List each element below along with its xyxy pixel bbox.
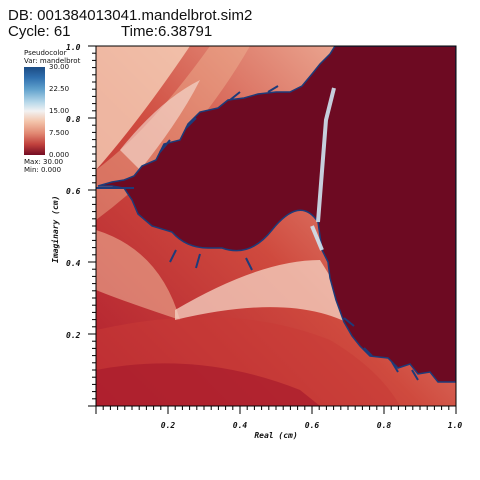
y-tick-label: 1.0: [66, 43, 81, 52]
legend-max-label: Max: 30.00: [24, 158, 64, 166]
legend-colorbar: [24, 67, 45, 155]
legend-tick-label: 7.500: [49, 129, 70, 137]
y-tick-label: 0.4: [66, 259, 81, 268]
x-axis-ticks: [95, 406, 457, 414]
cycle-time-line: Cycle: 61 Time:6.38791: [8, 23, 212, 40]
legend-tick-label: 0.000: [49, 151, 70, 159]
mandelbrot-set-region: [97, 46, 456, 383]
y-axis-ticks: [88, 45, 96, 407]
time-label: Time:6.38791: [121, 23, 213, 40]
y-tick-label: 0.6: [66, 187, 81, 196]
legend-min-label: Min: 0.000: [24, 166, 62, 174]
y-tick-label: 0.8: [66, 115, 81, 124]
legend-plot-type: Pseudocolor: [24, 49, 67, 57]
x-tick-label: 0.6: [304, 421, 320, 430]
x-tick-label: 1.0: [447, 421, 463, 430]
plot-image: [96, 46, 456, 406]
x-axis-title: Real (cm): [254, 431, 298, 440]
x-tick-label: 0.4: [232, 421, 248, 430]
x-tick-label: 0.8: [376, 421, 392, 430]
y-tick-label: 0.2: [66, 331, 81, 340]
legend-variable: Var: mandelbrot: [24, 57, 81, 65]
x-tick-label: 0.2: [160, 421, 176, 430]
y-axis-title: Imaginary (cm): [51, 195, 60, 263]
legend-tick-label: 15.00: [49, 107, 70, 115]
legend-tick-label: 22.50: [49, 85, 70, 93]
cycle-label: Cycle: 61: [8, 23, 71, 40]
database-title: DB: 001384013041.mandelbrot.sim2: [8, 7, 253, 24]
legend-tick-label: 30.00: [49, 63, 70, 71]
